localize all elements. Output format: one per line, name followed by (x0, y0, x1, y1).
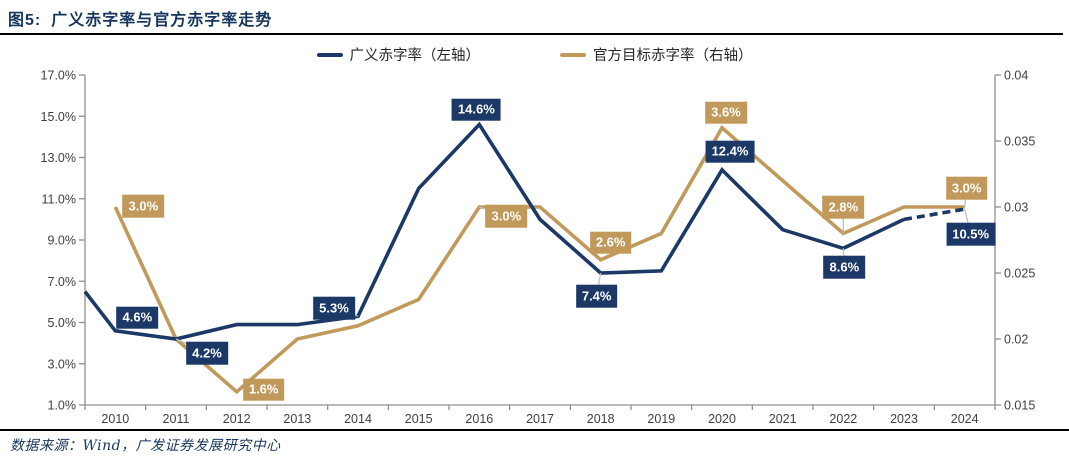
left-axis-tick-label: 11.0% (41, 192, 76, 206)
data-label: 1.6% (242, 378, 285, 402)
data-label: 3.6% (705, 101, 747, 125)
legend-line-swatch-navy (316, 52, 343, 57)
data-label: 3.0% (485, 204, 528, 228)
data-label: 8.6% (823, 255, 866, 279)
x-axis-tick-label: 2015 (405, 412, 433, 426)
page-title: 图5: 广义赤字率与官方赤字率走势 (8, 6, 272, 30)
left-axis-tick-label: 15.0% (41, 110, 76, 124)
x-axis-tick-label: 2024 (951, 412, 979, 426)
right-axis-tick-label: 0.035 (1004, 135, 1035, 149)
right-axis-tick-label: 0.015 (1004, 399, 1035, 413)
data-label: 2.8% (822, 196, 865, 219)
left-axis-tick-label: 13.0% (41, 151, 76, 165)
left-axis-tick-label: 9.0% (48, 234, 77, 248)
data-label: 2.6% (589, 231, 632, 255)
left-axis-tick-label: 5.0% (48, 316, 77, 330)
left-axis-tick-label: 17.0% (41, 69, 76, 83)
figure-title: 广义赤字率与官方赤字率走势 (51, 12, 273, 29)
x-axis-tick-label: 2016 (465, 412, 493, 426)
x-axis-tick-label: 2013 (283, 412, 311, 426)
data-label: 5.3% (313, 297, 355, 320)
chart-legend: 广义赤字率（左轴） 官方目标赤字率（右轴） (0, 44, 1069, 65)
right-axis-tick-label: 0.04 (1004, 69, 1028, 83)
figure-number: 图5: (8, 12, 42, 29)
data-label: 12.4% (705, 140, 755, 164)
right-axis-tick-label: 0.025 (1004, 267, 1035, 281)
x-axis-tick-label: 2023 (890, 412, 918, 426)
data-label: 3.0% (945, 176, 988, 200)
legend-item-official-deficit: 官方目标赤字率（右轴） (560, 44, 753, 65)
right-axis-tick-label: 0.03 (1004, 201, 1028, 215)
title-divider (0, 33, 1063, 35)
right-axis-tick-label: 0.02 (1004, 333, 1028, 347)
x-axis-tick-label: 2014 (344, 412, 372, 426)
data-label: 10.5% (946, 222, 996, 246)
x-axis-tick-label: 2017 (526, 412, 554, 426)
data-label: 14.6% (451, 98, 501, 121)
data-label: 3.0% (122, 194, 165, 218)
legend-label: 广义赤字率（左轴） (349, 48, 481, 64)
legend-label: 官方目标赤字率（右轴） (593, 48, 753, 64)
x-axis-tick-label: 2020 (708, 412, 736, 426)
series-line-dashed (903, 207, 966, 222)
bottom-divider (0, 429, 1069, 431)
series-line-solid (83, 121, 905, 341)
x-axis-tick-label: 2010 (101, 412, 129, 426)
legend-item-broad-deficit: 广义赤字率（左轴） (316, 44, 481, 65)
x-axis-tick-label: 2011 (163, 412, 190, 426)
data-label: 4.2% (186, 341, 228, 365)
data-label: 7.4% (575, 284, 618, 308)
left-axis-tick-label: 7.0% (48, 275, 77, 289)
x-axis-tick-label: 2022 (829, 412, 857, 426)
left-axis-tick-label: 3.0% (48, 357, 77, 371)
left-axis-tick-label: 1.0% (48, 399, 77, 413)
x-axis-tick-label: 2012 (223, 412, 251, 426)
x-axis-tick-label: 2019 (647, 412, 675, 426)
x-axis-tick-label: 2018 (587, 412, 615, 426)
source-text: 数据来源：Wind，广发证券发展研究中心 (10, 438, 281, 454)
legend-line-swatch-gold (560, 52, 586, 57)
x-axis-tick-label: 2021 (769, 412, 797, 426)
data-label: 4.6% (116, 306, 159, 330)
